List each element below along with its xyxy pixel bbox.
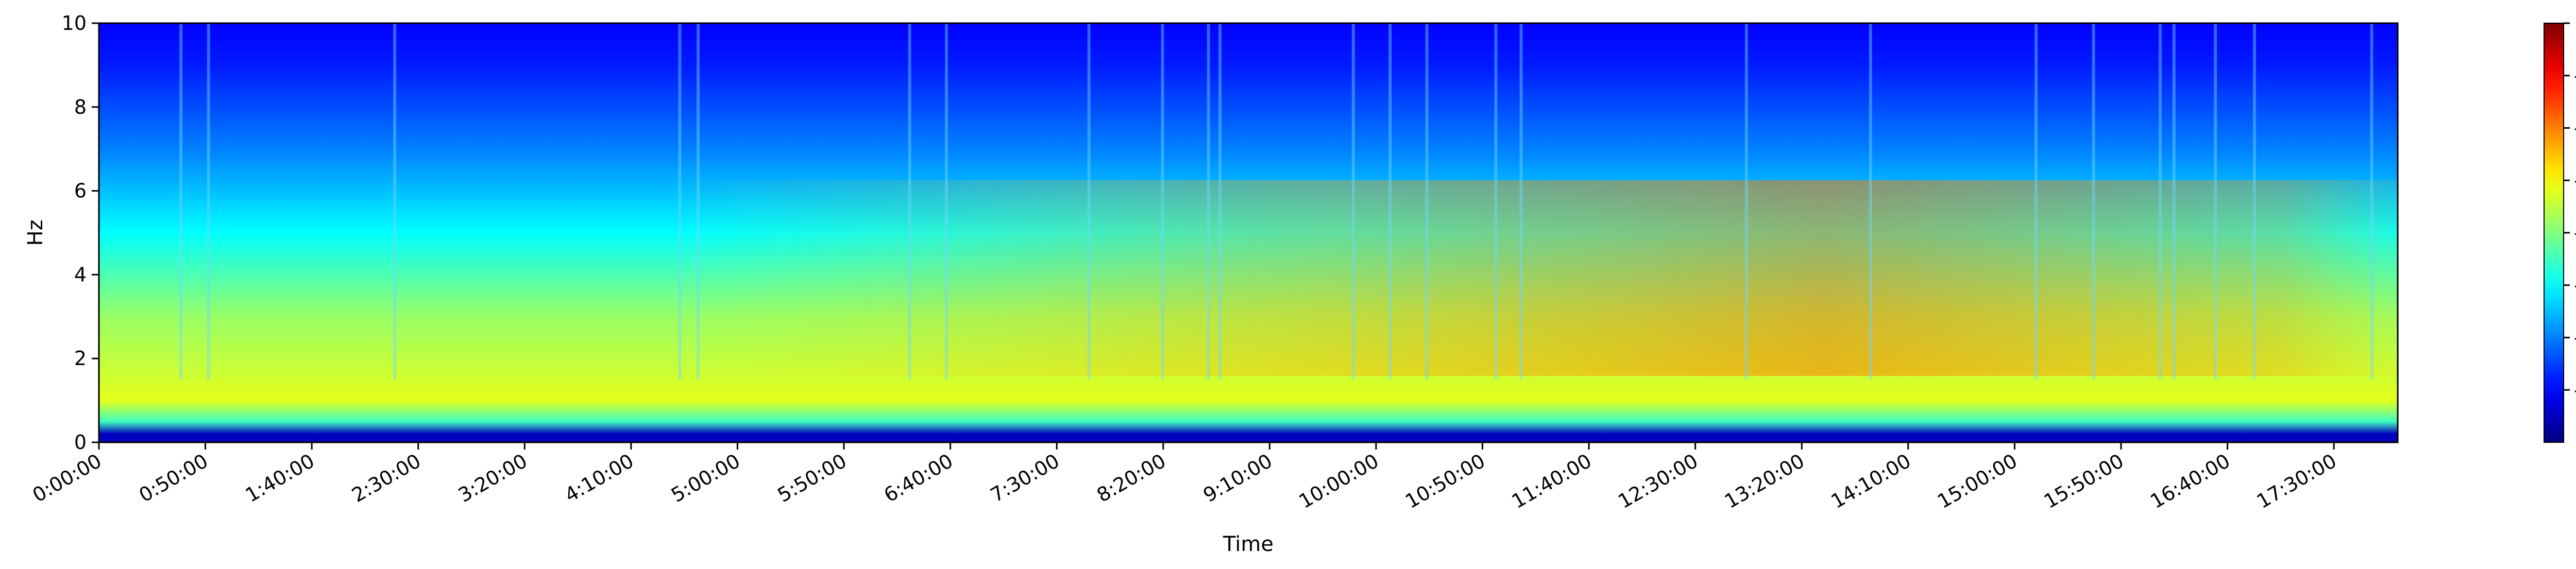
- activity-overlay: [99, 180, 2398, 376]
- x-tick-label: 8:20:00: [1093, 450, 1170, 507]
- y-tick-label: 6: [74, 180, 87, 202]
- plot-frame: [98, 22, 2399, 443]
- colorbar-axis: +0 dB -10 dB -20 dB -30 dB -40 dB -50 dB -60 d…: [2564, 12, 2576, 401]
- x-tick-label: 6:40:00: [880, 450, 957, 507]
- colorbar-tick-label: -30 dB: [2574, 169, 2576, 192]
- x-tick-label: 15:00:00: [1934, 450, 2021, 513]
- x-tick-label: 10:50:00: [1401, 450, 1489, 513]
- x-tick-label: 12:30:00: [1614, 450, 1702, 513]
- x-tick-label: 13:20:00: [1721, 450, 1808, 513]
- x-tick-label: 11:40:00: [1508, 450, 1596, 513]
- colorbar-tick-label: -60 dB: [2574, 326, 2576, 349]
- y-tick-label: 0: [74, 431, 87, 454]
- x-tick-label: 3:20:00: [454, 450, 531, 507]
- transient-streaks: [179, 23, 2374, 380]
- colorbar-tick-label: -10 dB: [2574, 64, 2576, 87]
- colorbar-tick-label: -70 dB: [2574, 378, 2576, 401]
- x-axis: 0:00:00 0:50:00 1:40:00 2:30:00 3:20:00 4:10:…: [29, 442, 2341, 513]
- colorbar-tick-label: -50 dB: [2574, 274, 2576, 297]
- x-tick-label: 5:00:00: [667, 450, 744, 507]
- x-tick-label: 17:30:00: [2253, 450, 2341, 513]
- colorbar-tick-label: +0 dB: [2574, 12, 2576, 35]
- x-tick-label: 9:10:00: [1199, 450, 1276, 507]
- x-tick-label: 7:30:00: [987, 450, 1063, 507]
- y-tick-label: 4: [74, 263, 87, 286]
- x-tick-label: 14:10:00: [1827, 450, 1914, 513]
- x-axis-label: Time: [1223, 532, 1274, 556]
- x-tick-label: 10:00:00: [1295, 450, 1383, 513]
- colorbar-tick-label: -40 dB: [2574, 221, 2576, 244]
- y-axis: 0 2 4 6 8 10: [62, 12, 99, 454]
- y-tick-label: 10: [62, 12, 87, 35]
- y-tick-label: 2: [74, 347, 87, 370]
- colorbar-tick-label: -20 dB: [2574, 117, 2576, 140]
- colorbar: [2544, 23, 2564, 443]
- x-tick-label: 5:50:00: [774, 450, 851, 507]
- x-tick-label: 2:30:00: [348, 450, 425, 507]
- x-tick-label: 1:40:00: [242, 450, 318, 507]
- x-tick-label: 16:40:00: [2146, 450, 2234, 513]
- x-tick-label: 4:10:00: [561, 450, 637, 507]
- x-tick-label: 0:50:00: [135, 450, 212, 507]
- x-tick-label: 15:50:00: [2040, 450, 2128, 513]
- x-tick-label: 0:00:00: [29, 450, 106, 507]
- y-tick-label: 8: [74, 96, 87, 118]
- y-axis-label: Hz: [24, 219, 47, 246]
